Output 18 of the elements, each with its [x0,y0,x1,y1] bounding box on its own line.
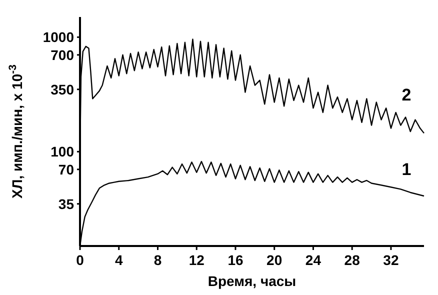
x-tick-label: 32 [383,252,399,268]
y-tick-label: 350 [50,81,74,98]
x-tick-label: 8 [154,252,162,268]
x-tick-label: 16 [228,252,244,268]
x-tick-label: 0 [76,252,84,268]
series-label: 1 [402,160,412,180]
y-tick-label: 700 [50,46,74,63]
x-tick-label: 4 [114,252,123,268]
x-axis-title: Время, часы [208,273,296,289]
x-tick-label: 20 [266,252,282,268]
x-tick-label: 24 [305,252,322,268]
y-tick-label: 35 [58,196,74,212]
y-tick-label: 100 [50,144,74,160]
y-tick-label: 1000 [42,29,74,46]
x-tick-label: 12 [188,252,205,268]
series-label: 2 [402,85,412,104]
x-tick-label: 28 [344,252,360,268]
y-tick-label: 70 [58,161,74,178]
